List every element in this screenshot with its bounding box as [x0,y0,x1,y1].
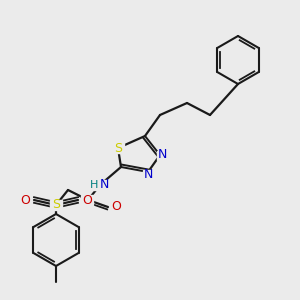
Bar [19,195,31,205]
Text: N: N [143,167,153,181]
Bar [143,169,153,178]
Bar [50,200,62,210]
Bar [81,195,93,205]
Bar [89,180,111,190]
Text: S: S [114,142,122,154]
Bar [157,151,167,160]
Text: O: O [20,194,30,206]
Text: N: N [99,178,109,191]
Text: O: O [82,194,92,206]
Text: O: O [111,200,121,214]
Bar [110,202,122,212]
Text: H: H [90,180,98,190]
Text: N: N [157,148,167,161]
Text: S: S [52,199,60,212]
Bar [112,143,124,153]
